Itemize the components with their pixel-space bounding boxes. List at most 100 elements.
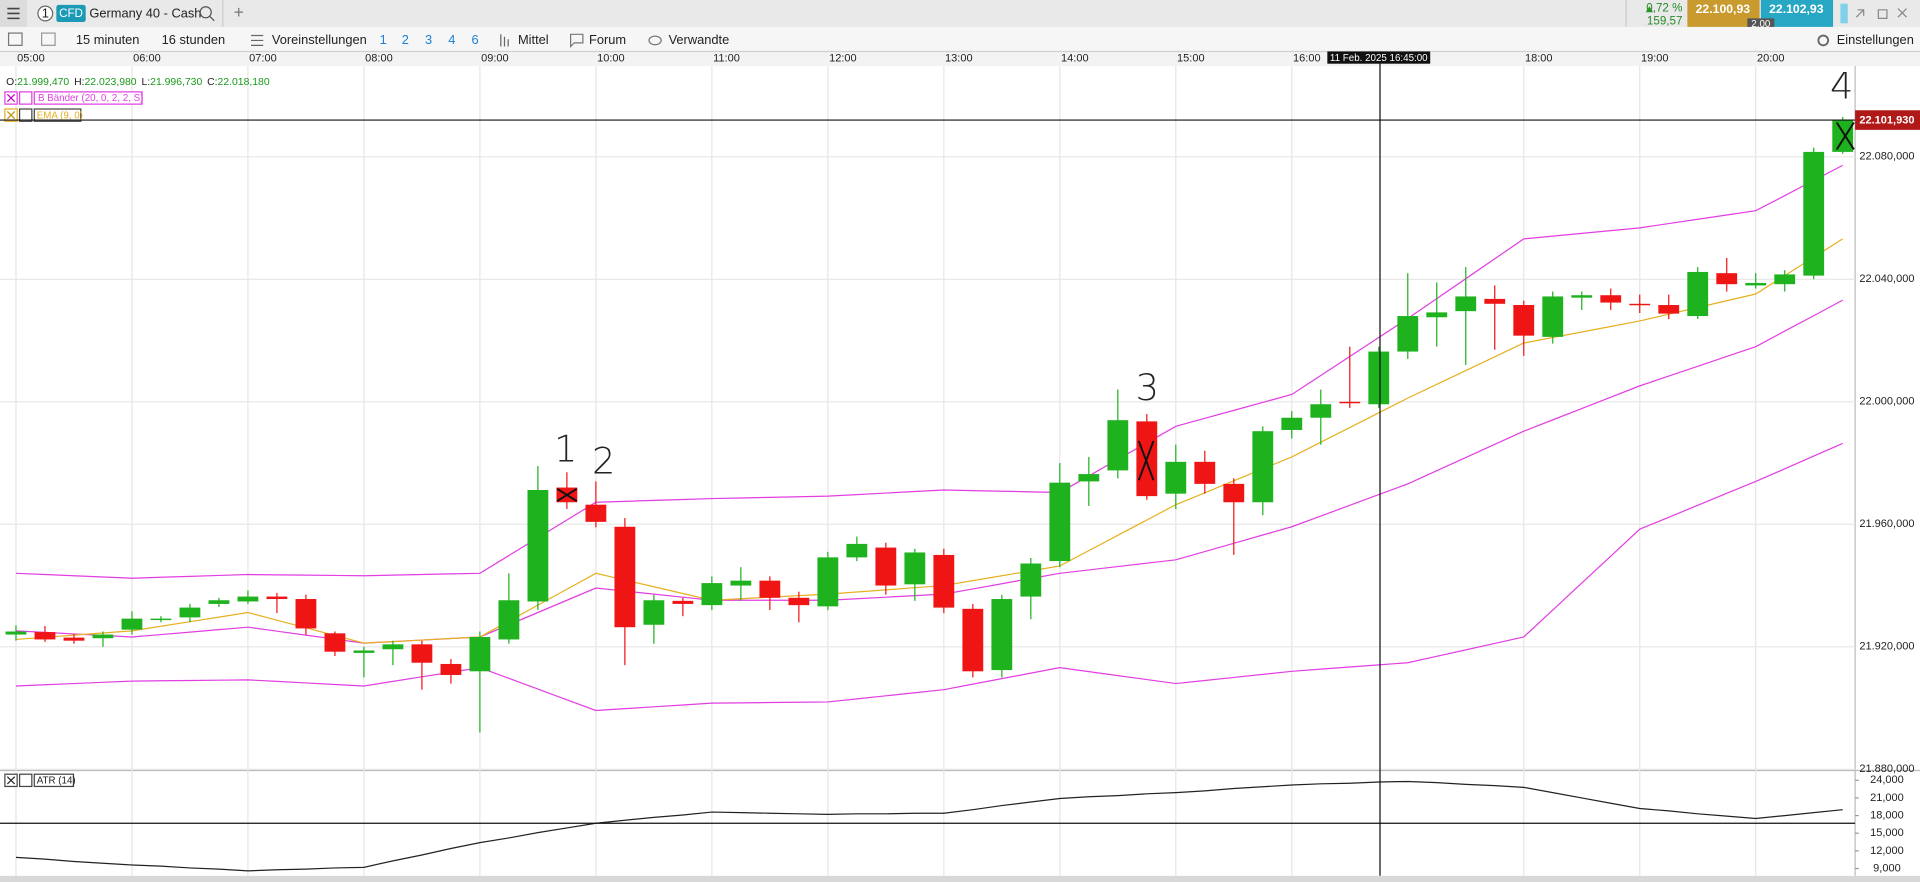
candle-body	[121, 618, 143, 630]
price-axis	[1855, 66, 1920, 876]
layout-button[interactable]: 3	[425, 32, 432, 47]
candle-body	[527, 490, 549, 602]
legend-close-x	[6, 93, 16, 103]
panel-icon[interactable]	[1840, 3, 1848, 24]
candle-body	[1629, 303, 1651, 306]
y-tick-label: 21.960,000	[1859, 518, 1914, 530]
new-tab[interactable]: +	[234, 2, 244, 22]
time-axis	[0, 51, 1920, 67]
x-tick-label: 15:00	[1177, 53, 1205, 65]
change-absolute: 159,57	[1647, 15, 1683, 28]
candle-body	[1455, 296, 1477, 312]
ohlc-value: 21.999,470	[17, 77, 69, 88]
candle-body	[701, 583, 723, 606]
legend-hide[interactable]	[18, 773, 33, 788]
candle-body	[846, 543, 868, 558]
list-icon[interactable]	[7, 32, 23, 46]
candle-body	[1600, 295, 1622, 303]
layout-button[interactable]: 2	[402, 32, 409, 47]
indicator-icon	[500, 34, 509, 47]
candle-body	[92, 634, 114, 639]
x-tick-label: 07:00	[249, 53, 277, 65]
candle-body	[266, 596, 288, 600]
candle-body	[875, 547, 897, 586]
x-tick-label: 11:00	[713, 53, 740, 65]
candle-body	[440, 663, 462, 675]
candle-body	[614, 526, 636, 628]
candle-body	[1339, 401, 1361, 404]
annotation: 1	[554, 427, 577, 470]
candle-body	[1194, 461, 1216, 484]
x-tick-label: 13:00	[945, 53, 973, 65]
forum-button[interactable]: Forum	[589, 32, 626, 47]
hand-x-mark	[556, 121, 1855, 502]
menu-icon	[7, 7, 20, 20]
indicator-button[interactable]: Mittel	[518, 32, 549, 47]
legend-hide[interactable]	[18, 108, 33, 122]
layout-button[interactable]: 6	[472, 32, 479, 47]
related-button[interactable]: Verwandte	[669, 32, 730, 47]
x-tick-label: 19:00	[1641, 53, 1669, 65]
candle-body	[34, 632, 56, 640]
candle-body	[991, 599, 1013, 671]
legend-box	[33, 108, 82, 122]
x-tick-label: 14:00	[1061, 53, 1089, 65]
candle-body	[237, 596, 259, 602]
layout-button[interactable]: 1	[380, 32, 387, 47]
ema-legend: EMA (9, 0)	[37, 110, 83, 121]
candle-body	[324, 633, 346, 652]
candle-body	[817, 557, 839, 607]
presets-button[interactable]: Voreinstellungen	[272, 32, 367, 47]
backdrop	[0, 51, 1920, 876]
y-tick-label: 12,000	[1870, 845, 1904, 857]
candle-body	[904, 552, 926, 585]
candle-body	[1687, 271, 1709, 317]
candle-body	[63, 637, 85, 641]
annotation: 4	[1830, 65, 1853, 108]
candle-body	[1542, 296, 1564, 337]
candle-body	[208, 600, 230, 604]
candle-body	[759, 580, 781, 598]
last-price-box	[1855, 110, 1920, 130]
x-tick-label: 08:00	[365, 53, 393, 65]
candle-body	[1397, 316, 1419, 352]
atr-legend: ATR (14)	[37, 776, 76, 787]
candle-body	[498, 600, 520, 640]
candle-body	[788, 597, 810, 606]
legend-hide[interactable]	[18, 91, 33, 105]
toolbar	[0, 26, 1920, 52]
x-tick-label: 18:00	[1525, 53, 1553, 65]
candle-body	[382, 644, 404, 650]
range-button[interactable]: 16 stunden	[162, 32, 226, 47]
scrollbar[interactable]	[0, 875, 1920, 882]
y-tick-label: 22.000,000	[1859, 396, 1914, 408]
candle-body	[1571, 295, 1593, 298]
y-tick-label: 22.080,000	[1859, 151, 1914, 163]
candle-body	[1310, 404, 1332, 418]
window-icons[interactable]	[1855, 8, 1907, 19]
annotation: 2	[592, 440, 615, 483]
ohlc-value: 22.018,180	[218, 77, 270, 88]
x-tick-label: 09:00	[481, 53, 509, 65]
legend-box	[33, 773, 75, 788]
settings-button[interactable]: Einstellungen	[1837, 32, 1914, 47]
search-icon[interactable]	[199, 6, 212, 19]
candle-body	[1484, 298, 1506, 304]
candle-body	[1281, 417, 1303, 430]
ema-line	[15, 238, 1844, 644]
instrument-name[interactable]: Germany 40 - Cash	[89, 5, 201, 20]
layout-button[interactable]: 4	[448, 32, 455, 47]
y-tick-label: 21,000	[1870, 792, 1904, 804]
y-tick-label: 18,000	[1870, 809, 1904, 821]
change-percent: 0,72 %	[1646, 2, 1682, 15]
grid-icon[interactable]	[41, 32, 56, 46]
search-icon-handle	[208, 15, 215, 22]
candle-body	[469, 637, 491, 672]
candle-body	[1252, 431, 1274, 503]
candle-body	[643, 600, 665, 625]
y-tick-label: 22.040,000	[1859, 273, 1914, 285]
legend-close-x	[6, 111, 16, 120]
cfd-badge	[56, 4, 86, 23]
interval-button[interactable]: 15 minuten	[76, 32, 140, 47]
